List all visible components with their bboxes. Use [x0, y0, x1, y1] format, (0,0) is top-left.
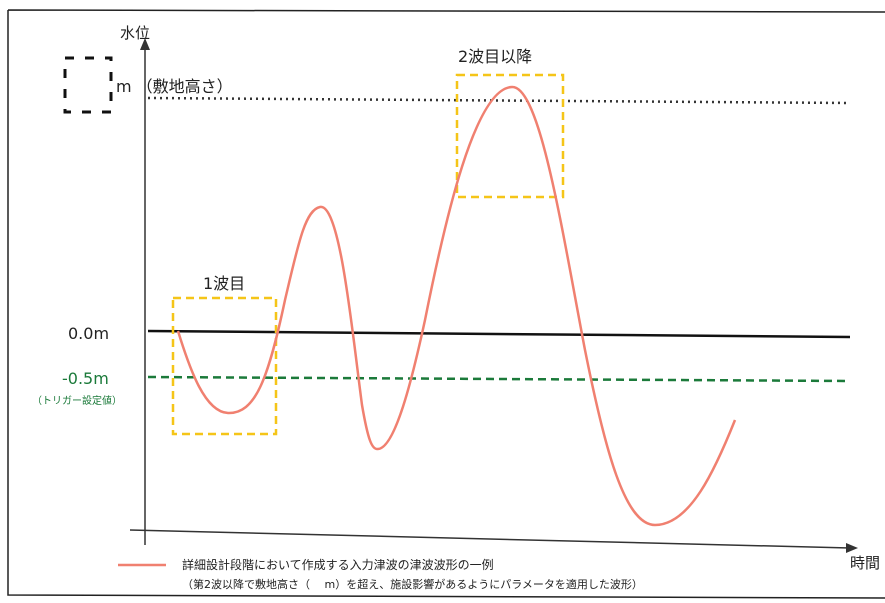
annotation-label-wave2: 2波目以降 [458, 47, 532, 66]
zero-label: 0.0m [68, 324, 109, 343]
trigger-label: -0.5m [62, 369, 109, 388]
site-height-label: m （敷地高さ） [116, 77, 233, 96]
annotation-box-wave2 [455, 73, 565, 199]
redacted-block [63, 56, 113, 114]
zero-line [147, 329, 851, 339]
trigger-sublabel: （トリガー設定値） [32, 394, 122, 407]
y-axis-label: 水位 [120, 24, 150, 42]
site-height-line [147, 96, 851, 105]
frame-border [7, 9, 885, 599]
trigger-line [147, 375, 851, 383]
x-axis-label: 時間 [850, 554, 880, 572]
annotation-label-wave1: 1波目 [203, 274, 245, 293]
y-axis-arrow [140, 38, 150, 50]
legend-label: 詳細設計段階において作成する入力津波の津波波形の一例 [182, 557, 494, 572]
x-axis [129, 529, 851, 549]
series-line [176, 85, 737, 527]
x-axis-arrow [846, 543, 858, 553]
legend-note: （第2波以降で敷地高さ（ m）を超え、施設影響があるようにパラメータを適用した波… [182, 577, 643, 591]
annotation-box-wave1 [171, 296, 278, 436]
